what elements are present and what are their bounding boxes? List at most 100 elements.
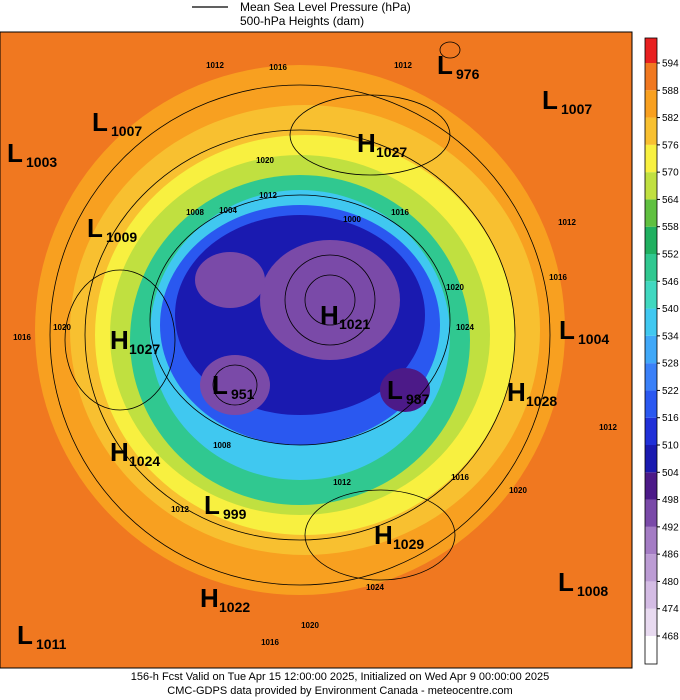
contour-label: 1008 xyxy=(213,441,231,450)
contour-label: 1020 xyxy=(446,283,464,292)
colorbar-band xyxy=(645,445,657,473)
colorbar-band xyxy=(645,335,657,364)
colorbar-band xyxy=(645,144,657,173)
pressure-center-letter: L xyxy=(387,375,403,405)
footer-line1: 156-h Fcst Valid on Tue Apr 15 12:00:00 … xyxy=(131,671,550,683)
pressure-center-letter: H xyxy=(357,128,376,158)
colorbar-band xyxy=(645,390,657,418)
height-field xyxy=(260,240,400,360)
colorbar-tick-label: 552 xyxy=(662,250,679,261)
contour-label: 1012 xyxy=(394,61,412,70)
colorbar-band xyxy=(645,199,657,227)
pressure-center-value: 1007 xyxy=(561,101,592,117)
pressure-center-letter: L xyxy=(17,620,33,650)
colorbar-tick-label: 528 xyxy=(662,359,679,370)
legend-line-text: Mean Sea Level Pressure (hPa) xyxy=(240,0,411,14)
pressure-center-letter: L xyxy=(87,213,103,243)
contour-label: 1020 xyxy=(509,486,527,495)
pressure-center-value: 1029 xyxy=(393,536,424,552)
legend-fill-text: 500-hPa Heights (dam) xyxy=(240,14,364,28)
contour-label: 1020 xyxy=(53,323,71,332)
colorbar-band xyxy=(645,226,657,254)
height-field xyxy=(195,252,265,308)
colorbar-band xyxy=(645,526,657,555)
isobar xyxy=(64,269,176,411)
colorbar-tick-label: 522 xyxy=(662,386,679,397)
colorbar-tick-label: 480 xyxy=(662,577,679,588)
colorbar-tick-label: 498 xyxy=(662,495,679,506)
contour-label: 1004 xyxy=(219,206,237,215)
pressure-center-value: 1004 xyxy=(578,331,609,347)
colorbar-tick-label: 594 xyxy=(662,59,679,70)
colorbar-tick-label: 492 xyxy=(662,522,679,533)
colorbar-tick-label: 540 xyxy=(662,304,679,315)
colorbar-band xyxy=(645,63,657,91)
pressure-center-letter: H xyxy=(110,325,129,355)
pressure-center-letter: L xyxy=(542,85,558,115)
colorbar-band xyxy=(645,117,657,145)
contour-label: 1016 xyxy=(451,473,469,482)
pressure-center-letter: H xyxy=(320,300,339,330)
contour-label: 1020 xyxy=(256,156,274,165)
colorbar-frame xyxy=(644,37,658,665)
pressure-center-value: 1028 xyxy=(526,393,557,409)
contour-label: 1016 xyxy=(269,63,287,72)
pressure-center-letter: L xyxy=(437,50,453,80)
colorbar-band xyxy=(645,636,657,664)
pressure-center-value: 1024 xyxy=(129,453,160,469)
pressure-center-value: 1027 xyxy=(376,144,407,160)
colorbar-band xyxy=(645,363,657,391)
colorbar-tick-label: 516 xyxy=(662,413,679,424)
pressure-center-value: 1027 xyxy=(129,341,160,357)
contour-label: 1024 xyxy=(456,323,474,332)
pressure-center-value: 999 xyxy=(223,506,247,522)
colorbar-tick-label: 510 xyxy=(662,441,679,452)
contour-label: 1012 xyxy=(558,218,576,227)
contour-label: 1012 xyxy=(171,505,189,514)
colorbar-tick-label: 570 xyxy=(662,168,679,179)
pressure-center-letter: L xyxy=(7,138,23,168)
pressure-center-value: 987 xyxy=(406,391,430,407)
pressure-center-letter: L xyxy=(559,315,575,345)
height-field xyxy=(200,355,270,415)
contour-label: 1012 xyxy=(259,191,277,200)
colorbar-band xyxy=(645,417,657,445)
colorbar-band xyxy=(645,90,657,118)
colorbar-band xyxy=(645,172,657,200)
isobar xyxy=(284,254,376,346)
colorbar-tick-label: 588 xyxy=(662,86,679,97)
colorbar-tick-label: 486 xyxy=(662,550,679,561)
pressure-center-value: 1007 xyxy=(111,123,142,139)
contour-label: 1012 xyxy=(333,478,351,487)
map-frame xyxy=(0,31,633,669)
colorbar-band xyxy=(645,608,657,636)
contour-label: 1016 xyxy=(549,273,567,282)
colorbar-band xyxy=(645,38,657,63)
pressure-center-letter: L xyxy=(204,490,220,520)
pressure-center-value: 1011 xyxy=(36,636,67,652)
colorbar-tick-label: 582 xyxy=(662,113,679,124)
height-field xyxy=(380,368,430,412)
colorbar-tick-label: 576 xyxy=(662,140,679,151)
contour-label: 1000 xyxy=(343,215,361,224)
colorbar-band xyxy=(645,254,657,282)
pressure-center-value: 951 xyxy=(231,386,255,402)
pressure-center-value: 1009 xyxy=(106,229,137,245)
pressure-center-value: 1003 xyxy=(26,154,57,170)
colorbar-tick-label: 534 xyxy=(662,331,679,342)
colorbar-band xyxy=(645,581,657,609)
colorbar-band xyxy=(645,499,657,527)
pressure-center-letter: H xyxy=(374,520,393,550)
isobar xyxy=(304,274,356,326)
colorbar-band xyxy=(645,554,657,582)
pressure-center-value: 976 xyxy=(456,66,480,82)
contour-label: 1012 xyxy=(599,423,617,432)
colorbar-tick-label: 504 xyxy=(662,468,679,479)
colorbar-tick-label: 564 xyxy=(662,195,679,206)
contour-label: 1016 xyxy=(261,638,279,647)
pressure-center-letter: H xyxy=(110,437,129,467)
isobar xyxy=(304,489,456,581)
pressure-center-letter: L xyxy=(212,370,228,400)
